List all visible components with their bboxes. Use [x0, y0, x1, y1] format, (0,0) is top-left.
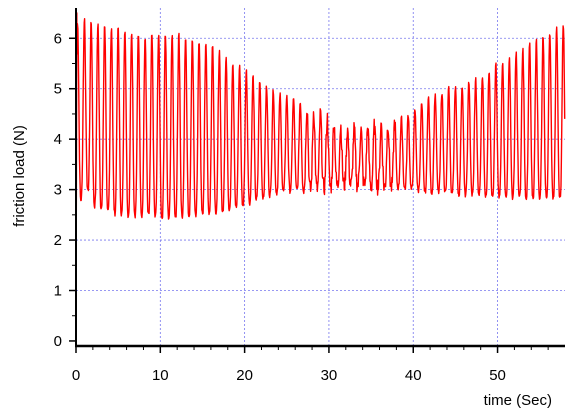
friction-load-trace [75, 12, 566, 342]
y-axis-title: friction load (N) [11, 125, 28, 227]
y-tick-label-5: 5 [54, 81, 62, 98]
y-tick-label-6: 6 [54, 30, 62, 47]
x-tick-label-10: 10 [152, 367, 169, 384]
y-tick-label-1: 1 [54, 283, 62, 300]
x-axis-title: time (Sec) [484, 392, 552, 409]
y-tick-label-3: 3 [54, 182, 62, 199]
x-tick-label-20: 20 [236, 367, 253, 384]
y-tick-label-2: 2 [54, 232, 62, 249]
x-tick-label-0: 0 [72, 367, 80, 384]
x-tick-label-40: 40 [405, 367, 422, 384]
axis-ticks: 0 10 20 30 40 50 0 1 2 3 4 5 6 [54, 30, 549, 384]
y-tick-label-4: 4 [54, 131, 62, 148]
y-tick-label-0: 0 [54, 333, 62, 350]
x-tick-label-50: 50 [489, 367, 506, 384]
x-tick-label-30: 30 [321, 367, 338, 384]
